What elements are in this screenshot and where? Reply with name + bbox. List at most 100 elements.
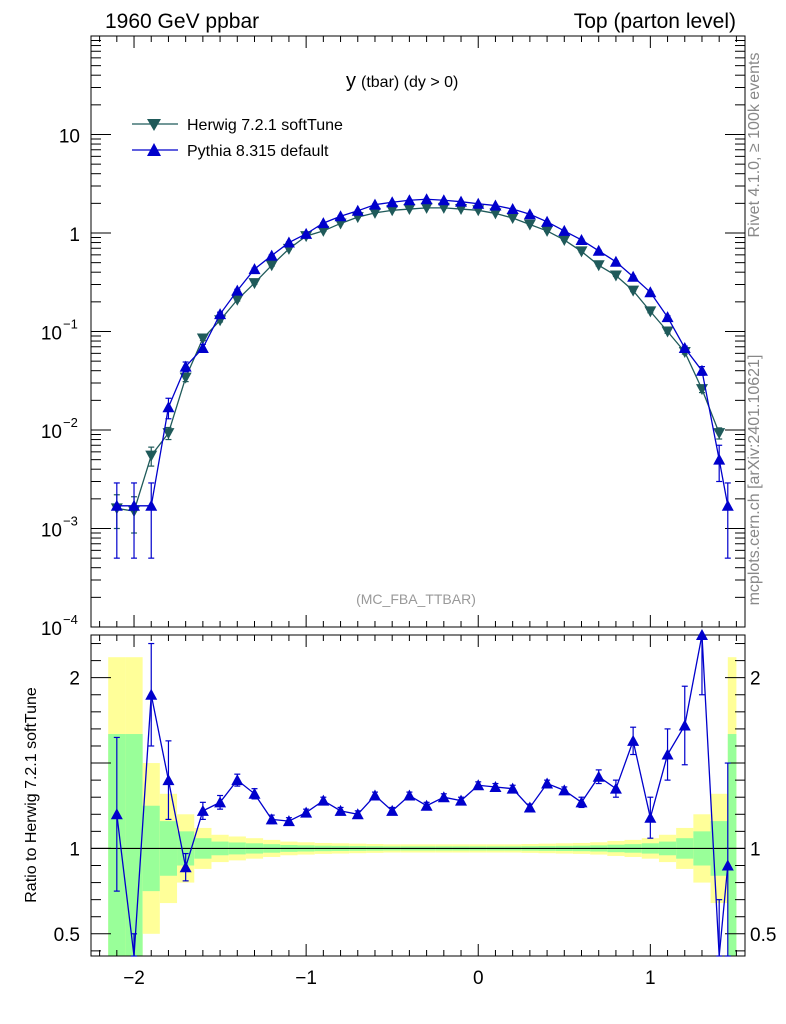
pythia-marker — [110, 499, 123, 511]
ratio-plot-frame: −2 −1 0 1 2 2 1 1 0.5 0.5 — [54, 634, 776, 989]
herwig-marker — [420, 202, 433, 214]
pythia-ratio-marker — [110, 808, 123, 820]
y-tick-label: 10 — [41, 521, 62, 542]
pythia-marker — [145, 499, 158, 511]
pythia-marker — [248, 263, 261, 275]
pythia-marker — [713, 453, 726, 465]
pythia-ratio-marker — [455, 794, 468, 806]
pythia-ratio-marker — [351, 808, 364, 820]
herwig-marker — [386, 205, 399, 217]
pythia-ratio-marker — [300, 806, 313, 818]
analysis-watermark: (MC_FBA_TTBAR) — [356, 591, 476, 607]
herwig-marker — [575, 246, 588, 258]
herwig-marker — [627, 285, 640, 297]
y-tick-label: 10 — [41, 619, 62, 640]
pythia-ratio-marker — [282, 815, 295, 827]
herwig-marker — [661, 326, 674, 338]
side-label-source: mcplots.cern.ch [arXiv:2401.10621] — [746, 355, 763, 606]
pythia-marker — [179, 360, 192, 372]
herwig-marker — [196, 333, 209, 345]
herwig-marker — [644, 306, 657, 318]
pythia-ratio-marker — [231, 774, 244, 786]
pythia-marker — [472, 197, 485, 209]
y-tick-exponent: −2 — [63, 415, 78, 430]
pythia-marker — [678, 341, 691, 353]
legend-marker-pythia — [147, 143, 161, 156]
pythia-ratio-marker — [609, 782, 622, 794]
y-tick-label: 10 — [59, 127, 80, 148]
pythia-marker — [420, 193, 433, 205]
pythia-ratio-marker — [368, 789, 381, 801]
pythia-marker — [162, 401, 175, 413]
pythia-marker — [558, 224, 571, 236]
y-tick-label: 10 — [41, 422, 62, 443]
ratio-plot-series — [110, 629, 734, 957]
herwig-marker — [317, 225, 330, 237]
pythia-ratio-marker — [265, 813, 278, 825]
pythia-marker — [231, 284, 244, 296]
pythia-marker — [351, 204, 364, 216]
herwig-marker — [162, 428, 175, 440]
herwig-marker — [368, 207, 381, 219]
pythia-ratio-marker — [506, 782, 519, 794]
pythia-ratio-marker — [541, 777, 554, 789]
pythia-marker — [489, 199, 502, 211]
pythia-marker — [437, 194, 450, 206]
herwig-marker — [248, 278, 261, 290]
green-band-bin — [125, 734, 143, 956]
y-tick-label-right: 2 — [750, 669, 761, 690]
pythia-ratio-marker — [472, 779, 485, 791]
y-tick-label-left: 2 — [69, 669, 80, 690]
pythia-ratio-marker — [721, 859, 734, 871]
y-tick-label-right: 1 — [750, 839, 761, 860]
pythia-ratio-marker — [592, 770, 605, 782]
herwig-marker — [489, 208, 502, 220]
herwig-marker — [523, 219, 536, 231]
pythia-ratio-marker — [386, 804, 399, 816]
pythia-marker — [592, 244, 605, 256]
pythia-marker — [541, 215, 554, 227]
pythia-ratio-marker — [145, 688, 158, 700]
herwig-marker — [541, 225, 554, 237]
herwig-marker — [437, 202, 450, 214]
header-left-label: 1960 GeV ppbar — [105, 10, 259, 33]
chart-title-rest: (tbar) (dy > 0) — [361, 74, 458, 91]
pythia-marker — [523, 208, 536, 220]
pythia-ratio-marker — [661, 748, 674, 760]
legend-marker-herwig — [147, 119, 161, 131]
pythia-ratio-marker — [695, 629, 708, 640]
y-tick-exponent: −4 — [63, 612, 78, 627]
main-plot-series — [110, 193, 734, 559]
pythia-marker — [403, 194, 416, 206]
pythia-ratio-marker — [334, 804, 347, 816]
pythia-ratio-marker — [627, 734, 640, 746]
pythia-marker — [644, 286, 657, 298]
pythia-ratio-marker — [420, 799, 433, 811]
pythia-ratio-marker — [162, 774, 175, 786]
pythia-ratio-marker — [248, 787, 261, 799]
y-tick-label-left: 0.5 — [54, 925, 80, 946]
herwig-marker — [506, 212, 519, 224]
pythia-ratio-marker — [489, 780, 502, 792]
pythia-marker — [128, 499, 141, 511]
pythia-ratio-marker — [678, 719, 691, 731]
side-label-rivet: Rivet 4.1.0, ≥ 100k events — [746, 53, 763, 238]
pythia-marker — [282, 236, 295, 248]
x-tick-label: −2 — [123, 968, 145, 989]
y-tick-label: 10 — [41, 324, 62, 345]
pythia-marker — [214, 308, 227, 320]
y-tick-exponent: −1 — [63, 317, 78, 332]
herwig-marker — [265, 260, 278, 272]
pythia-marker — [455, 195, 468, 207]
x-tick-label: −1 — [295, 968, 317, 989]
legend-label-herwig: Herwig 7.2.1 softTune — [187, 117, 343, 134]
pythia-ratio-marker — [196, 804, 209, 816]
pythia-marker — [300, 227, 313, 239]
ratio-plot-border — [90, 634, 746, 957]
herwig-marker — [403, 204, 416, 216]
pythia-marker — [196, 341, 209, 353]
pythia-marker — [575, 233, 588, 245]
y-tick-exponent: −3 — [63, 514, 78, 529]
pythia-marker — [661, 311, 674, 323]
pythia-ratio-marker — [403, 789, 416, 801]
